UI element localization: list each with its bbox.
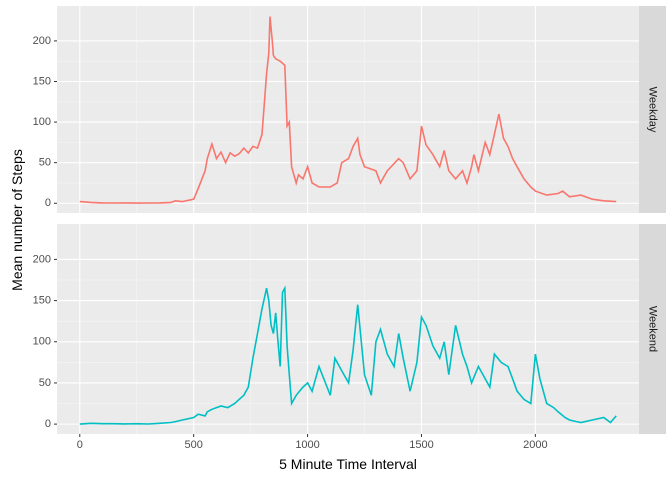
x-axis-ticks: 0 500 1000 1500 2000 — [77, 434, 548, 451]
x-tick-label: 500 — [184, 439, 202, 451]
x-axis-title: 5 Minute Time Interval — [279, 456, 417, 472]
weekday-series-line — [79, 16, 617, 204]
strip-background — [639, 224, 666, 434]
strip-label-weekend: Weekend — [647, 306, 659, 352]
y-tick-label: 50 — [39, 157, 51, 169]
panel-weekday: Weekday 0 50 100 150 200 — [33, 6, 666, 213]
y-tick-label: 50 — [39, 377, 51, 389]
y-tick-label: 0 — [45, 418, 51, 430]
panel-background — [57, 224, 639, 434]
x-tick-label: 2000 — [523, 439, 547, 451]
y-tick-label: 200 — [33, 253, 51, 265]
y-tick-label: 100 — [33, 336, 51, 348]
panel-background — [57, 6, 639, 213]
y-tick-label: 150 — [33, 294, 51, 306]
y-tick-label: 200 — [33, 35, 51, 47]
x-tick-label: 1500 — [409, 439, 433, 451]
y-axis-ticks: 0 50 100 150 200 — [33, 253, 57, 430]
y-axis-ticks: 0 50 100 150 200 — [33, 35, 57, 209]
x-tick-label: 1000 — [295, 439, 319, 451]
y-tick-label: 100 — [33, 116, 51, 128]
y-axis-title: Mean number of Steps — [9, 149, 25, 291]
strip-background — [639, 6, 666, 213]
panel-weekend: Weekend 0 50 100 150 200 — [33, 224, 666, 434]
strip-label-weekday: Weekday — [647, 87, 659, 133]
y-tick-label: 0 — [45, 197, 51, 209]
x-tick-label: 0 — [77, 439, 83, 451]
y-tick-label: 150 — [33, 75, 51, 87]
weekend-series-line — [79, 285, 617, 425]
